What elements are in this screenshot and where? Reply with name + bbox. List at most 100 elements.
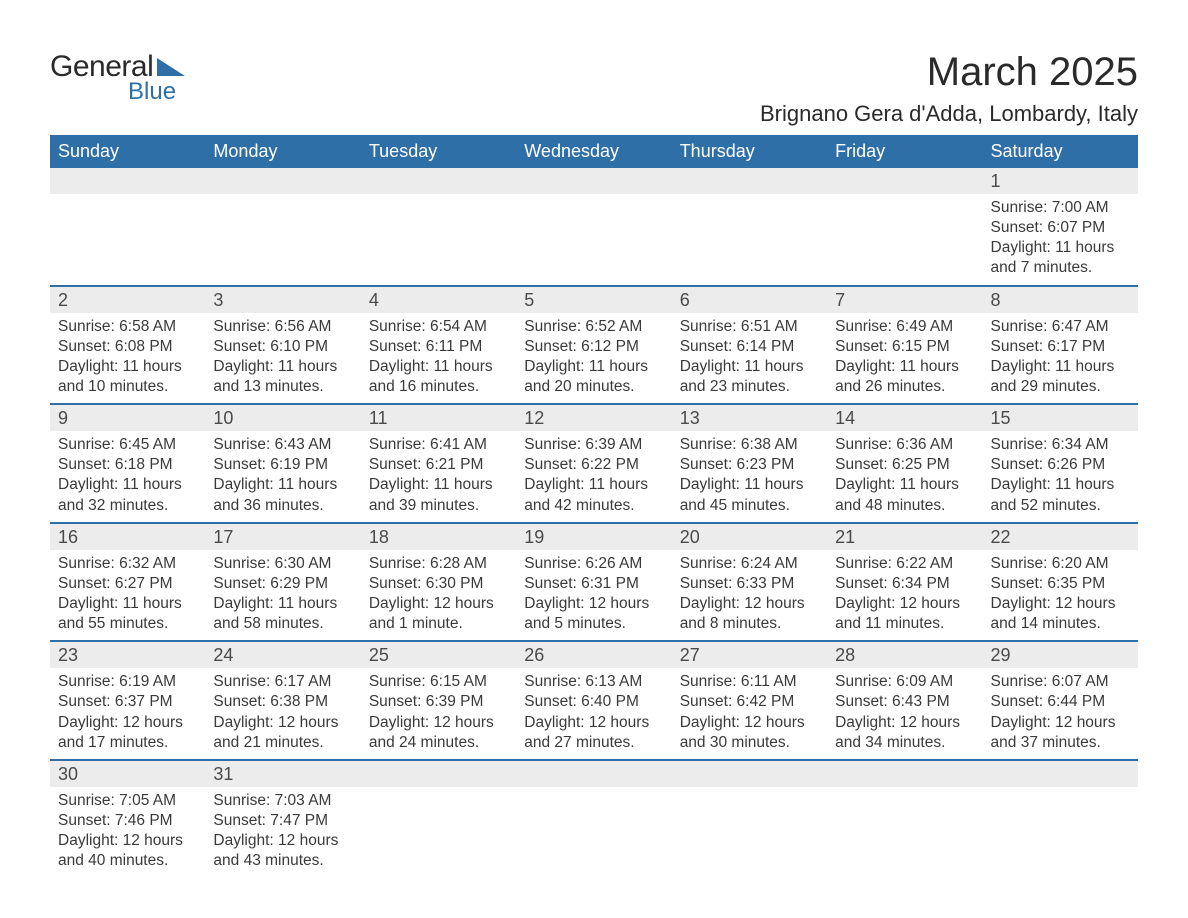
day-number-cell: 2: [50, 286, 205, 313]
day-number-cell: 17: [205, 523, 360, 550]
day-number-cell: 4: [361, 286, 516, 313]
title-block: March 2025 Brignano Gera d'Adda, Lombard…: [760, 50, 1138, 127]
day-number-cell: 19: [516, 523, 671, 550]
sunrise-text: Sunrise: 6:38 AM: [680, 435, 819, 455]
daylight-text: Daylight: 11 hours and 52 minutes.: [991, 475, 1130, 515]
daylight-text: Daylight: 12 hours and 14 minutes.: [991, 594, 1130, 634]
sunset-text: Sunset: 6:35 PM: [991, 574, 1130, 594]
weekday-header: Thursday: [672, 135, 827, 168]
day-number-cell: 18: [361, 523, 516, 550]
day-data-cell: [361, 787, 516, 878]
daylight-text: Daylight: 12 hours and 27 minutes.: [524, 713, 663, 753]
daylight-text: Daylight: 11 hours and 39 minutes.: [369, 475, 508, 515]
location: Brignano Gera d'Adda, Lombardy, Italy: [760, 101, 1138, 127]
day-data-cell: Sunrise: 7:00 AMSunset: 6:07 PMDaylight:…: [983, 194, 1138, 286]
sunrise-text: Sunrise: 6:13 AM: [524, 672, 663, 692]
daylight-text: Daylight: 12 hours and 5 minutes.: [524, 594, 663, 634]
sunrise-text: Sunrise: 6:45 AM: [58, 435, 197, 455]
day-data-cell: Sunrise: 6:38 AMSunset: 6:23 PMDaylight:…: [672, 431, 827, 523]
sunset-text: Sunset: 6:33 PM: [680, 574, 819, 594]
day-number-cell: [516, 760, 671, 787]
daylight-text: Daylight: 12 hours and 24 minutes.: [369, 713, 508, 753]
weekday-row: Sunday Monday Tuesday Wednesday Thursday…: [50, 135, 1138, 168]
day-number-cell: [516, 168, 671, 194]
daylight-text: Daylight: 11 hours and 13 minutes.: [213, 357, 352, 397]
sunset-text: Sunset: 6:27 PM: [58, 574, 197, 594]
sunset-text: Sunset: 6:18 PM: [58, 455, 197, 475]
day-number-cell: 22: [983, 523, 1138, 550]
day-data-cell: Sunrise: 6:34 AMSunset: 6:26 PMDaylight:…: [983, 431, 1138, 523]
sunrise-text: Sunrise: 6:17 AM: [213, 672, 352, 692]
day-number-cell: 30: [50, 760, 205, 787]
daylight-text: Daylight: 12 hours and 1 minute.: [369, 594, 508, 634]
day-data-row: Sunrise: 7:00 AMSunset: 6:07 PMDaylight:…: [50, 194, 1138, 286]
day-data-cell: [672, 194, 827, 286]
day-data-cell: Sunrise: 6:49 AMSunset: 6:15 PMDaylight:…: [827, 313, 982, 405]
day-data-cell: Sunrise: 6:07 AMSunset: 6:44 PMDaylight:…: [983, 668, 1138, 760]
sunrise-text: Sunrise: 6:28 AM: [369, 554, 508, 574]
sunset-text: Sunset: 6:43 PM: [835, 692, 974, 712]
sunrise-text: Sunrise: 7:03 AM: [213, 791, 352, 811]
sunrise-text: Sunrise: 6:54 AM: [369, 317, 508, 337]
sunrise-text: Sunrise: 7:05 AM: [58, 791, 197, 811]
daylight-text: Daylight: 11 hours and 48 minutes.: [835, 475, 974, 515]
day-number-cell: 26: [516, 641, 671, 668]
sunrise-text: Sunrise: 6:34 AM: [991, 435, 1130, 455]
sunset-text: Sunset: 6:15 PM: [835, 337, 974, 357]
daylight-text: Daylight: 11 hours and 23 minutes.: [680, 357, 819, 397]
day-number-cell: [205, 168, 360, 194]
daylight-text: Daylight: 11 hours and 36 minutes.: [213, 475, 352, 515]
daylight-text: Daylight: 11 hours and 55 minutes.: [58, 594, 197, 634]
day-data-cell: Sunrise: 6:11 AMSunset: 6:42 PMDaylight:…: [672, 668, 827, 760]
day-data-cell: Sunrise: 6:28 AMSunset: 6:30 PMDaylight:…: [361, 550, 516, 642]
day-number-cell: [361, 760, 516, 787]
calendar-head: Sunday Monday Tuesday Wednesday Thursday…: [50, 135, 1138, 168]
day-data-row: Sunrise: 7:05 AMSunset: 7:46 PMDaylight:…: [50, 787, 1138, 878]
daylight-text: Daylight: 11 hours and 7 minutes.: [991, 238, 1130, 278]
day-number-cell: 6: [672, 286, 827, 313]
day-data-cell: Sunrise: 6:56 AMSunset: 6:10 PMDaylight:…: [205, 313, 360, 405]
daylight-text: Daylight: 12 hours and 37 minutes.: [991, 713, 1130, 753]
day-data-cell: [361, 194, 516, 286]
sunset-text: Sunset: 6:40 PM: [524, 692, 663, 712]
day-number-cell: 16: [50, 523, 205, 550]
sunrise-text: Sunrise: 6:11 AM: [680, 672, 819, 692]
sunset-text: Sunset: 6:22 PM: [524, 455, 663, 475]
day-number-cell: 15: [983, 404, 1138, 431]
day-number-cell: 1: [983, 168, 1138, 194]
day-number-cell: 3: [205, 286, 360, 313]
weekday-header: Saturday: [983, 135, 1138, 168]
day-data-cell: Sunrise: 6:41 AMSunset: 6:21 PMDaylight:…: [361, 431, 516, 523]
header: General Blue March 2025 Brignano Gera d'…: [50, 50, 1138, 127]
daylight-text: Daylight: 11 hours and 32 minutes.: [58, 475, 197, 515]
day-number-row: 9101112131415: [50, 404, 1138, 431]
sunrise-text: Sunrise: 6:51 AM: [680, 317, 819, 337]
weekday-header: Sunday: [50, 135, 205, 168]
sunset-text: Sunset: 6:34 PM: [835, 574, 974, 594]
sunset-text: Sunset: 6:29 PM: [213, 574, 352, 594]
sunset-text: Sunset: 6:08 PM: [58, 337, 197, 357]
sunset-text: Sunset: 6:11 PM: [369, 337, 508, 357]
day-number-cell: 7: [827, 286, 982, 313]
sunset-text: Sunset: 6:10 PM: [213, 337, 352, 357]
calendar-body: 1Sunrise: 7:00 AMSunset: 6:07 PMDaylight…: [50, 168, 1138, 877]
day-data-cell: Sunrise: 6:45 AMSunset: 6:18 PMDaylight:…: [50, 431, 205, 523]
day-number-cell: 29: [983, 641, 1138, 668]
day-data-cell: Sunrise: 6:43 AMSunset: 6:19 PMDaylight:…: [205, 431, 360, 523]
day-data-cell: Sunrise: 6:13 AMSunset: 6:40 PMDaylight:…: [516, 668, 671, 760]
daylight-text: Daylight: 11 hours and 58 minutes.: [213, 594, 352, 634]
sunset-text: Sunset: 6:37 PM: [58, 692, 197, 712]
day-number-cell: 21: [827, 523, 982, 550]
day-number-cell: 9: [50, 404, 205, 431]
day-data-cell: [516, 194, 671, 286]
day-data-cell: Sunrise: 6:15 AMSunset: 6:39 PMDaylight:…: [361, 668, 516, 760]
day-data-cell: [50, 194, 205, 286]
day-number-row: 16171819202122: [50, 523, 1138, 550]
sunrise-text: Sunrise: 6:52 AM: [524, 317, 663, 337]
day-number-cell: [827, 760, 982, 787]
day-number-cell: 13: [672, 404, 827, 431]
day-data-cell: Sunrise: 6:47 AMSunset: 6:17 PMDaylight:…: [983, 313, 1138, 405]
day-data-cell: Sunrise: 6:58 AMSunset: 6:08 PMDaylight:…: [50, 313, 205, 405]
day-data-cell: [983, 787, 1138, 878]
weekday-header: Tuesday: [361, 135, 516, 168]
